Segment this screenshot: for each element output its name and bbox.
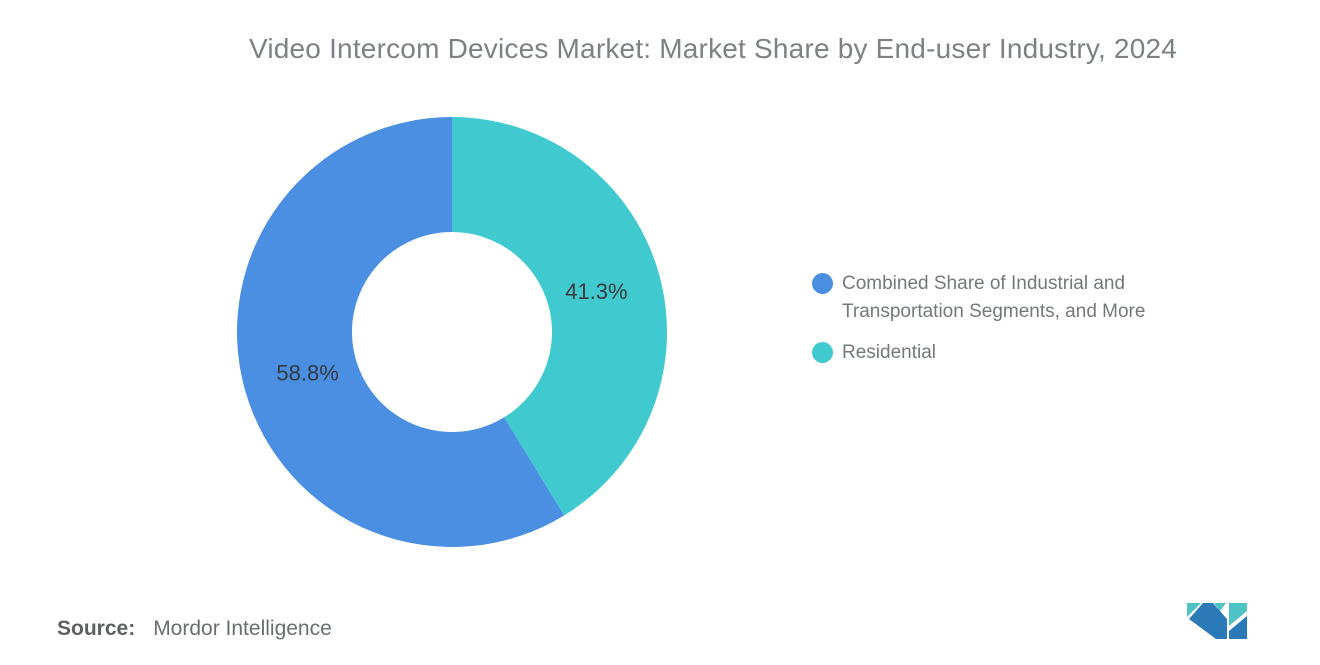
- source-line: Source: Mordor Intelligence: [57, 617, 332, 641]
- legend-item: Combined Share of Industrial and Transpo…: [812, 270, 1212, 326]
- source-value: Mordor Intelligence: [153, 617, 332, 640]
- legend-label: Residential: [842, 342, 936, 363]
- slice-value-label: 41.3%: [565, 279, 627, 304]
- logo-shape: [1189, 603, 1227, 639]
- chart-title: Video Intercom Devices Market: Market Sh…: [248, 33, 1178, 64]
- logo-shape: [1229, 603, 1247, 626]
- legend-item: Residential: [812, 339, 1212, 367]
- logo-shape: [1229, 616, 1247, 639]
- pie-slice-0: [237, 117, 565, 547]
- slice-value-label: 58.8%: [276, 360, 338, 385]
- donut-svg: 58.8% 41.3%: [237, 116, 668, 547]
- pie-slice-1: [452, 116, 668, 516]
- chart-legend: Combined Share of Industrial and Transpo…: [812, 270, 1212, 380]
- legend-label: Combined Share of Industrial and Transpo…: [842, 273, 1146, 322]
- donut-chart: 58.8% 41.3%: [234, 114, 670, 550]
- legend-swatch-icon: [812, 342, 833, 363]
- mordor-intelligence-logo: [1187, 603, 1247, 639]
- logo-shape: [1214, 603, 1226, 611]
- source-label: Source:: [57, 617, 136, 640]
- logo-shape: [1187, 603, 1201, 617]
- legend-swatch-icon: [812, 273, 833, 294]
